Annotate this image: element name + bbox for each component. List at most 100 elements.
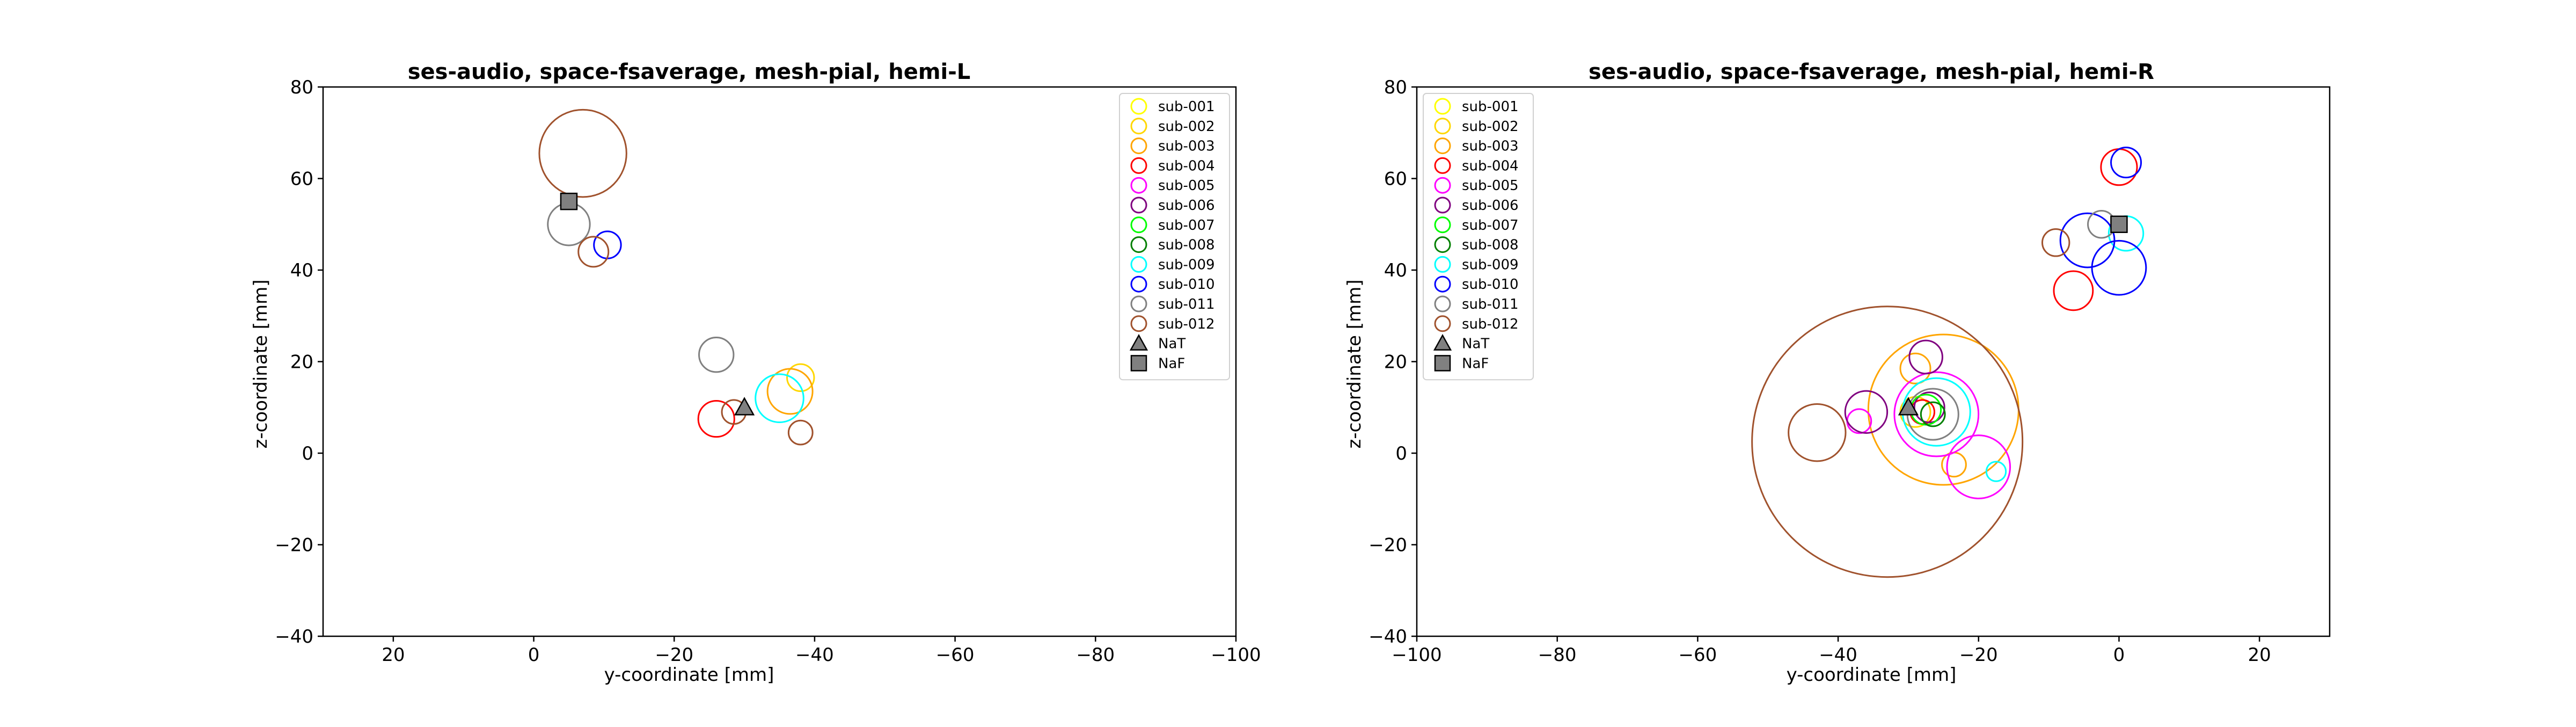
x-tick-label: −20 <box>1959 644 1998 666</box>
y-tick-label: 0 <box>302 443 313 464</box>
legend-marker <box>1434 137 1451 155</box>
legend-label: sub-008 <box>1158 237 1215 253</box>
y-tick-label: 80 <box>290 77 313 98</box>
data-point-sub-012 <box>2041 228 2070 257</box>
x-axis-label: y-coordinate [mm] <box>604 664 774 686</box>
legend-marker <box>1434 295 1451 312</box>
x-tick-label: 0 <box>528 644 540 666</box>
data-point-sub-003 <box>766 368 814 415</box>
y-tick-label: −40 <box>1368 626 1407 648</box>
chart-hemi-L: ses-audio, space-fsaverage, mesh-pial, h… <box>250 60 1261 686</box>
legend-label: NaT <box>1462 336 1489 352</box>
legend-marker <box>1130 98 1147 115</box>
y-tick-label: 20 <box>290 352 313 373</box>
x-tick-label: −100 <box>1392 644 1441 666</box>
legend-marker <box>1130 157 1147 174</box>
y-tick-label: 0 <box>1395 443 1407 464</box>
legend-marker <box>1130 295 1147 312</box>
y-tick-label: 40 <box>290 260 313 281</box>
legend-marker <box>1434 275 1451 293</box>
y-axis-label: z-coordinate [mm] <box>250 279 272 448</box>
legend-marker <box>1130 197 1147 214</box>
legend-marker <box>1130 256 1147 273</box>
legend-marker <box>1433 334 1452 351</box>
legend-label: sub-002 <box>1158 119 1215 135</box>
legend-marker <box>1434 98 1451 115</box>
data-point-sub-012 <box>538 108 627 198</box>
legend-label: sub-008 <box>1462 237 1519 253</box>
data-point-sub-010 <box>2110 147 2142 179</box>
legend-label: sub-011 <box>1158 296 1215 312</box>
chart-title: ses-audio, space-fsaverage, mesh-pial, h… <box>1589 60 2154 84</box>
data-point-sub-009 <box>1985 461 2007 482</box>
x-tick-label: 20 <box>382 644 405 666</box>
y-tick-label: 60 <box>290 169 313 190</box>
y-tick-label: 60 <box>1384 169 1407 190</box>
legend-marker <box>1434 197 1451 214</box>
legend-marker <box>1434 355 1451 372</box>
data-point-sub-011 <box>698 337 735 373</box>
plot-area: −100 −80 −60 −40 −20 0 20 80 60 40 20 0 −20 −40 <box>1368 77 2331 666</box>
legend-label: sub-001 <box>1158 99 1215 115</box>
legend: sub-001 sub-002 sub-003 sub-004 sub-005 sub-0… <box>1423 93 1534 381</box>
data-point-sub-006 <box>1908 339 1943 375</box>
data-point-sub-004 <box>2053 270 2094 311</box>
data-point-sub-005 <box>1846 408 1872 434</box>
legend-marker <box>1434 157 1451 174</box>
data-point-sub-002 <box>786 363 815 392</box>
legend-marker <box>1130 275 1147 293</box>
x-axis-label: y-coordinate [mm] <box>1787 664 1957 686</box>
data-marks <box>538 108 815 446</box>
data-point-sub-004 <box>697 399 735 438</box>
x-tick-label: 20 <box>2248 644 2271 666</box>
data-point-sub-009 <box>755 373 804 424</box>
data-point-sub-006 <box>1913 391 1945 424</box>
legend-label: sub-011 <box>1462 296 1519 312</box>
legend-marker <box>1434 177 1451 194</box>
data-point-sub-003 <box>1941 452 1967 478</box>
x-tick-label: −60 <box>936 644 975 666</box>
legend-marker <box>1434 315 1451 332</box>
data-point-sub-006 <box>1844 390 1889 434</box>
data-point-sub-003 <box>1899 352 1931 384</box>
x-tick-label: −20 <box>655 644 693 666</box>
axes-frame <box>1416 86 2331 637</box>
data-point-sub-012 <box>787 419 814 446</box>
marker-NaF <box>560 192 578 210</box>
x-tick-label: −40 <box>795 644 834 666</box>
legend-marker <box>1130 236 1147 253</box>
legend-label: sub-007 <box>1462 217 1519 234</box>
legend-marker <box>1130 315 1147 332</box>
chart-hemi-R: ses-audio, space-fsaverage, mesh-pial, h… <box>1344 60 2331 686</box>
data-point-sub-004 <box>2100 148 2138 186</box>
legend-label: sub-009 <box>1158 257 1215 273</box>
legend-label: sub-003 <box>1462 139 1519 155</box>
data-point-sub-010 <box>2091 239 2147 296</box>
x-tick-label: −40 <box>1819 644 1857 666</box>
legend-marker <box>1130 137 1147 155</box>
x-tick-label: −80 <box>1538 644 1577 666</box>
y-tick-label: −40 <box>275 626 313 648</box>
legend-label: sub-012 <box>1158 316 1215 332</box>
legend-label: sub-006 <box>1158 198 1215 214</box>
legend-label: sub-006 <box>1462 198 1519 214</box>
data-point-sub-008 <box>1920 401 1946 427</box>
y-tick-label: −20 <box>1368 535 1407 556</box>
axes-frame <box>322 86 1237 637</box>
legend-label: NaF <box>1462 355 1489 372</box>
data-point-sub-012 <box>577 236 610 268</box>
legend-label: sub-002 <box>1462 119 1519 135</box>
marker-NaF <box>2110 215 2128 233</box>
legend-marker <box>1129 334 1148 351</box>
data-point-sub-005 <box>1946 434 2011 499</box>
x-tick-label: −60 <box>1679 644 1717 666</box>
legend: sub-001 sub-002 sub-003 sub-004 sub-005 sub-0… <box>1119 93 1230 381</box>
legend-label: sub-005 <box>1158 178 1215 194</box>
data-marks <box>1751 147 2147 578</box>
x-tick-label: 0 <box>2113 644 2125 666</box>
legend-label: sub-010 <box>1462 277 1519 293</box>
legend-marker <box>1434 256 1451 273</box>
legend-label: sub-003 <box>1158 139 1215 155</box>
legend-label: NaF <box>1158 355 1185 372</box>
